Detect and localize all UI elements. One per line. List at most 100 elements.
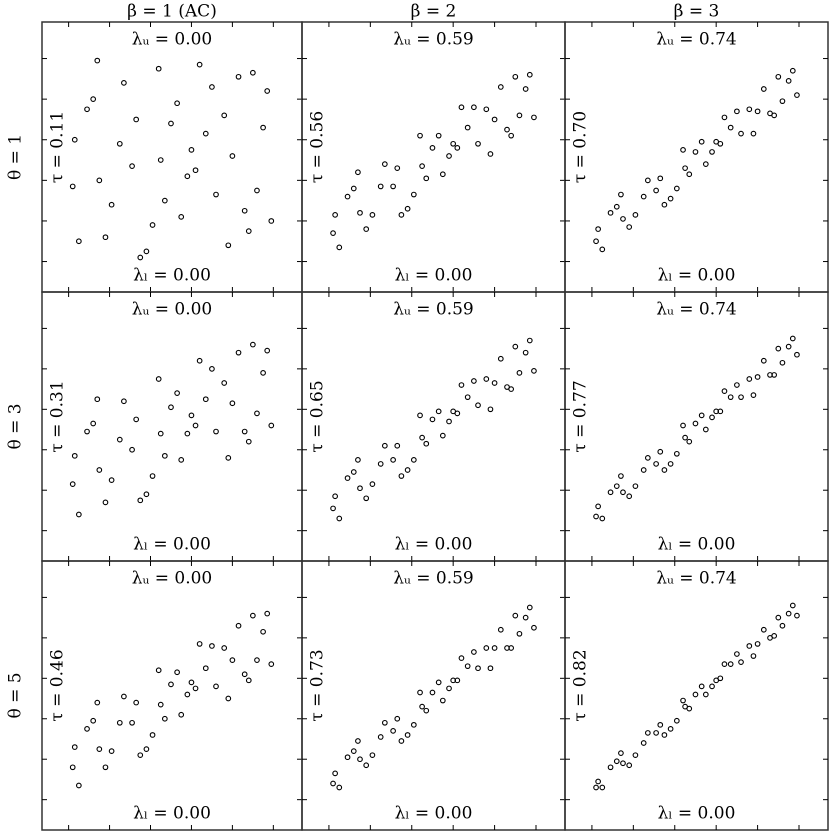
- point: [471, 378, 477, 384]
- point: [775, 614, 782, 621]
- point: [618, 191, 624, 198]
- point: [157, 157, 164, 163]
- point: [632, 752, 639, 759]
- point: [626, 224, 633, 230]
- point: [497, 84, 504, 90]
- point: [76, 511, 82, 518]
- point: [526, 604, 533, 611]
- point: [381, 442, 388, 449]
- point: [458, 382, 465, 388]
- row-title: θ = 5: [6, 672, 26, 718]
- point: [102, 499, 109, 506]
- point: [390, 183, 396, 190]
- point: [161, 452, 168, 459]
- point: [94, 699, 101, 706]
- point: [369, 212, 376, 218]
- point: [157, 701, 164, 708]
- point: [102, 234, 109, 241]
- point: [717, 675, 724, 682]
- panel-frame: [41, 21, 303, 293]
- lower-tail-label: λₗ = 0.00: [395, 535, 473, 555]
- point: [475, 402, 481, 409]
- point: [767, 635, 773, 641]
- point: [618, 473, 624, 479]
- point: [435, 408, 442, 415]
- point: [202, 130, 209, 137]
- lower-tail-label: λₗ = 0.00: [133, 266, 211, 286]
- tau-label: τ = 0.56: [308, 111, 328, 183]
- point: [516, 112, 523, 119]
- point: [390, 728, 396, 734]
- point: [593, 238, 599, 245]
- point: [260, 124, 266, 131]
- point: [508, 132, 515, 139]
- point: [394, 165, 401, 172]
- point: [398, 473, 405, 479]
- point: [439, 697, 446, 704]
- point: [155, 667, 162, 674]
- point: [632, 212, 639, 218]
- point: [599, 784, 606, 791]
- point: [620, 760, 626, 767]
- point: [76, 238, 82, 245]
- point: [504, 645, 510, 651]
- point: [746, 376, 753, 382]
- point: [657, 721, 664, 728]
- point: [750, 130, 757, 137]
- point: [350, 469, 357, 475]
- point: [69, 764, 76, 771]
- point: [268, 218, 275, 224]
- point: [429, 689, 436, 696]
- point: [464, 663, 471, 670]
- point: [196, 357, 203, 364]
- point: [667, 461, 674, 467]
- point: [491, 645, 498, 651]
- panel-frame: [564, 291, 829, 562]
- point: [419, 434, 425, 441]
- point: [767, 372, 773, 378]
- point: [458, 104, 465, 111]
- point: [721, 388, 728, 394]
- tau-label: τ = 0.82: [571, 649, 591, 721]
- point: [221, 112, 228, 119]
- point: [161, 197, 168, 204]
- point: [429, 416, 436, 423]
- point: [767, 110, 773, 117]
- point: [133, 699, 140, 706]
- point: [487, 406, 494, 413]
- point: [245, 228, 252, 234]
- point: [192, 685, 199, 692]
- point: [632, 483, 639, 490]
- point: [487, 151, 494, 157]
- point: [504, 126, 510, 133]
- point: [435, 132, 442, 139]
- point: [174, 390, 180, 396]
- point: [680, 697, 686, 704]
- point: [760, 626, 767, 633]
- point: [178, 457, 185, 463]
- point: [435, 679, 442, 686]
- point: [702, 426, 709, 433]
- point: [454, 410, 461, 417]
- point: [336, 244, 343, 251]
- point: [202, 396, 209, 403]
- point: [129, 719, 135, 726]
- point: [350, 748, 357, 754]
- point: [698, 138, 705, 145]
- point: [626, 762, 633, 769]
- point: [779, 622, 786, 629]
- point: [129, 446, 135, 453]
- point: [483, 106, 490, 113]
- point: [344, 754, 351, 761]
- point: [336, 515, 343, 522]
- point: [344, 475, 351, 481]
- point: [779, 359, 786, 366]
- point: [332, 212, 338, 218]
- point: [143, 248, 150, 255]
- point: [264, 610, 271, 617]
- point: [250, 612, 256, 619]
- point: [332, 493, 338, 500]
- point: [108, 201, 115, 208]
- point: [653, 730, 659, 736]
